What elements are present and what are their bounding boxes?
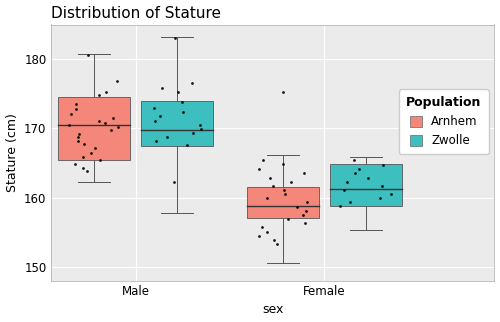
Bar <box>247 187 319 218</box>
Bar <box>330 165 402 206</box>
Y-axis label: Stature (cm): Stature (cm) <box>6 113 18 192</box>
Bar <box>58 97 130 159</box>
X-axis label: sex: sex <box>262 303 283 317</box>
Legend: Arnhem, Zwolle: Arnhem, Zwolle <box>399 90 488 154</box>
Bar <box>142 101 213 146</box>
Text: Distribution of Stature: Distribution of Stature <box>50 5 220 21</box>
